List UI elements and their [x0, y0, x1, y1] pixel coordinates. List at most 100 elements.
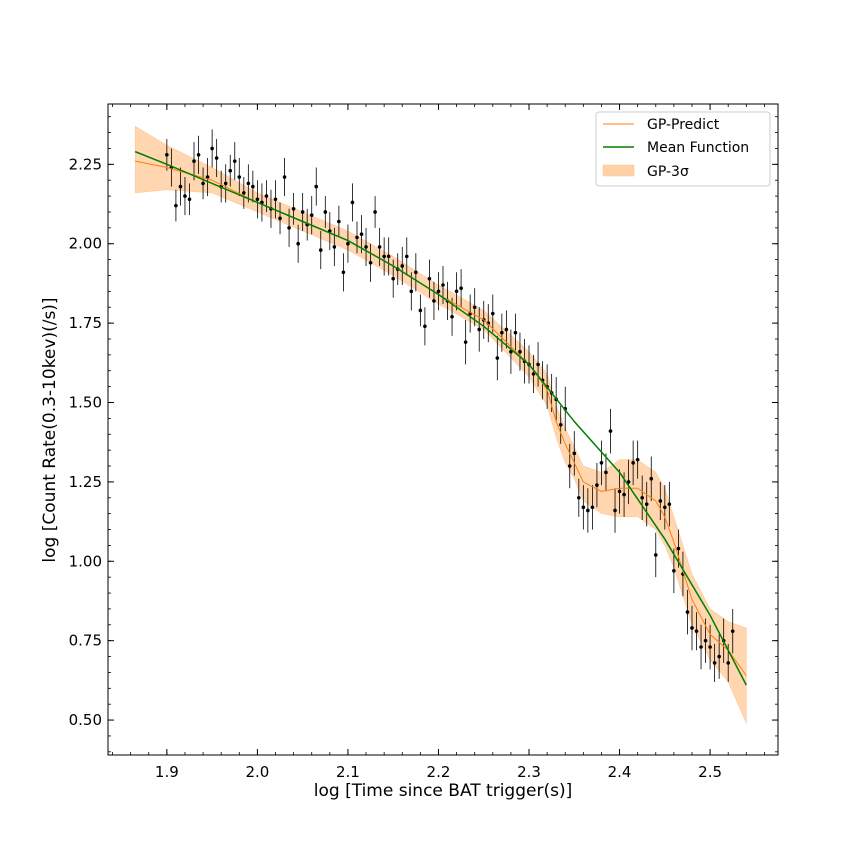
data-point	[653, 553, 658, 557]
data-point	[595, 483, 599, 487]
axes-frame	[107, 103, 779, 756]
axis-ticks: 1.9 2.0 2.1 2.2 2.3 2.4 2.5 0.50 0.75 1.00 1.25 1.5…	[69, 104, 778, 781]
data-point	[332, 245, 337, 249]
data-point	[586, 508, 590, 513]
data-point	[558, 422, 563, 427]
data-point	[300, 210, 305, 214]
data-point	[346, 241, 350, 246]
data-point	[359, 232, 364, 236]
x-tick-label: 2.0	[245, 763, 269, 781]
data-point	[404, 254, 409, 259]
data-point	[531, 372, 536, 376]
data-point	[622, 492, 626, 497]
data-point	[572, 451, 577, 456]
data-point	[278, 216, 282, 221]
data-point	[246, 181, 251, 186]
data-point	[504, 327, 509, 332]
data-point	[717, 654, 721, 659]
data-point	[436, 289, 441, 294]
data-point	[318, 248, 323, 252]
data-point	[214, 156, 219, 160]
data-point	[658, 499, 663, 503]
data-point	[626, 480, 631, 484]
data-point	[581, 505, 586, 510]
y-tick-label: 1.75	[69, 314, 102, 332]
data-point	[282, 175, 287, 179]
data-point	[613, 508, 617, 513]
x-axis-label: log [Time since BAT trigger(s)]	[314, 781, 572, 801]
data-point	[491, 311, 495, 316]
data-point	[640, 495, 644, 500]
data-point	[205, 175, 210, 179]
data-point	[355, 235, 359, 240]
data-point	[631, 461, 635, 465]
x-tick-label: 2.3	[517, 763, 541, 781]
data-point	[599, 461, 604, 465]
mean-function-line	[134, 150, 747, 686]
data-point	[604, 470, 608, 475]
data-point	[255, 197, 260, 202]
data-point	[373, 210, 377, 214]
legend-label-gp-predict: GP-Predict	[647, 117, 720, 133]
legend-swatch-gp-3sigma	[602, 164, 635, 177]
x-tick-label: 2.1	[336, 763, 360, 781]
legend-label-mean-function: Mean Function	[647, 140, 749, 156]
data-point	[427, 276, 432, 281]
data-point	[726, 661, 730, 665]
data-point	[708, 645, 712, 649]
data-point	[174, 203, 178, 208]
data-point	[513, 330, 518, 335]
data-point	[264, 194, 269, 198]
data-point	[273, 197, 278, 202]
y-tick-label: 2.25	[69, 155, 102, 173]
data-point	[368, 260, 373, 265]
data-point	[644, 502, 649, 506]
data-point	[323, 210, 328, 214]
data-point	[187, 197, 192, 202]
data-point	[699, 645, 703, 649]
data-point	[703, 638, 708, 643]
data-point	[459, 286, 463, 290]
y-tick-label: 1.25	[69, 473, 102, 491]
x-tick-label: 2.4	[608, 763, 632, 781]
data-point	[454, 289, 459, 294]
data-point	[409, 289, 414, 294]
data-point	[223, 181, 228, 186]
data-point	[183, 194, 187, 198]
gp-3sigma-band	[134, 125, 747, 724]
data-point	[291, 207, 296, 211]
x-tick-label: 1.9	[155, 763, 179, 781]
data-point	[577, 495, 581, 500]
data-point	[730, 629, 735, 633]
data-point	[676, 546, 681, 551]
data-point	[377, 245, 382, 249]
plot-area	[134, 125, 747, 724]
data-point	[178, 184, 183, 189]
data-point	[608, 429, 613, 433]
data-point	[617, 489, 622, 494]
data-point	[309, 213, 314, 217]
data-point	[192, 159, 196, 163]
data-point	[649, 476, 654, 481]
data-point	[237, 175, 242, 179]
data-point	[463, 340, 468, 344]
data-point	[432, 299, 436, 303]
data-point	[690, 626, 694, 630]
y-tick-label: 2.00	[69, 235, 102, 253]
data-point	[242, 191, 246, 195]
y-tick-label: 1.00	[69, 552, 102, 570]
data-point	[196, 153, 201, 157]
data-point	[694, 629, 699, 633]
legend-label-gp-3sigma: GP-3σ	[647, 164, 689, 180]
data-point	[386, 254, 391, 259]
data-point	[350, 200, 355, 205]
data-point	[590, 505, 595, 510]
data-point	[210, 146, 214, 151]
data-point	[672, 569, 676, 573]
data-point	[418, 308, 423, 313]
data-point	[441, 283, 445, 287]
y-tick-label: 0.75	[69, 632, 102, 650]
data-point	[685, 610, 690, 614]
data-point	[423, 324, 427, 329]
